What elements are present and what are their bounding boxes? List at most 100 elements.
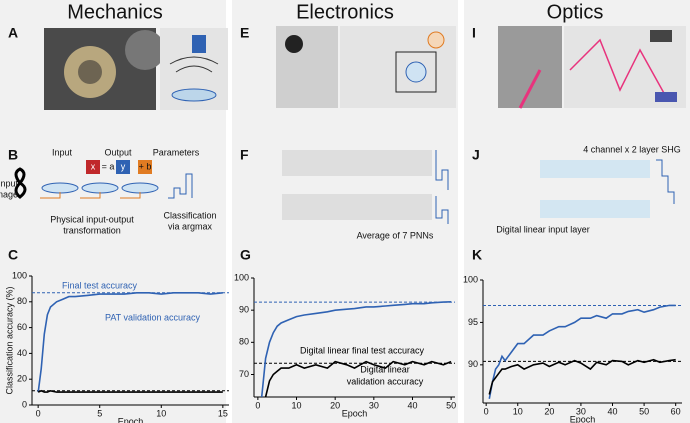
y-tick-label: 90 — [239, 305, 249, 315]
schematic-wave — [169, 56, 219, 73]
shg-row — [540, 160, 650, 178]
schematic-beam — [569, 38, 666, 96]
x-tick-label: 0 — [484, 406, 489, 416]
schematic-mic — [192, 35, 206, 53]
stages — [40, 173, 193, 199]
series-line — [488, 304, 676, 399]
column-title: Electronics — [296, 1, 394, 23]
x-axis-label: Epoch — [570, 414, 596, 423]
annotation: Digital linear — [360, 364, 410, 374]
photo-inductor — [285, 35, 303, 53]
series-line — [264, 360, 452, 398]
equation-box — [86, 160, 100, 174]
photo-speaker — [78, 60, 102, 84]
panel-letter: A — [8, 25, 18, 41]
photo-beam — [518, 69, 542, 109]
stage — [41, 182, 79, 194]
panel-letter: K — [472, 247, 482, 263]
x-tick-label: 10 — [156, 408, 166, 418]
y-tick-label: 70 — [239, 369, 249, 379]
column-title: Optics — [547, 1, 604, 23]
x-tick-label: 40 — [407, 400, 417, 410]
annotation: Digital linear final test accuracy — [300, 345, 425, 355]
x-tick-label: 60 — [671, 406, 681, 416]
y-tick-label: 100 — [12, 270, 27, 280]
label: Digital linear input layer — [496, 224, 590, 234]
annotation: Final test accuracy — [62, 280, 138, 290]
pnn-row — [282, 150, 432, 176]
x-tick-label: 10 — [513, 406, 523, 416]
photo — [276, 26, 338, 108]
schematic-laser — [650, 30, 672, 42]
y-tick-label: 95 — [468, 317, 478, 327]
schematic-plate — [171, 88, 217, 102]
schematic-circuit — [395, 51, 437, 93]
series-line — [37, 389, 223, 393]
x-tick-label: 0 — [255, 400, 260, 410]
x-tick-label: 20 — [544, 406, 554, 416]
label: Average of 7 PNNs — [357, 230, 434, 240]
x-tick-label: 5 — [97, 408, 102, 418]
series-line — [260, 301, 452, 398]
photo — [498, 26, 562, 108]
label: transformation — [63, 225, 121, 235]
shg-row — [540, 200, 650, 218]
schematic-transistor — [405, 61, 427, 83]
pnn-row — [282, 194, 432, 220]
panel-letter: G — [240, 247, 251, 263]
y-tick-label: 0 — [22, 399, 27, 409]
label: Output — [104, 147, 132, 157]
x-axis-label: Epoch — [342, 408, 368, 418]
y-tick-label: 80 — [17, 296, 27, 306]
equation-term: x — [91, 161, 96, 171]
series-line — [488, 358, 676, 395]
annotation: PAT validation accuracy — [105, 312, 201, 322]
y-tick-label: 20 — [17, 374, 27, 384]
equation-term: y — [121, 161, 126, 171]
annotation: validation accuracy — [347, 376, 424, 386]
x-tick-label: 30 — [576, 406, 586, 416]
photo-mic — [125, 30, 165, 70]
x-tick-label: 15 — [218, 408, 228, 418]
panel-letter: I — [472, 25, 476, 41]
y-tick-label: 90 — [468, 359, 478, 369]
x-tick-label: 10 — [292, 400, 302, 410]
label: Input — [52, 147, 73, 157]
x-tick-label: 50 — [639, 406, 649, 416]
panel-letter: C — [8, 247, 18, 263]
stage-link — [40, 192, 141, 199]
x-tick-label: 40 — [608, 406, 618, 416]
y-tick-label: 80 — [239, 337, 249, 347]
x-tick-label: 20 — [330, 400, 340, 410]
equation-box — [116, 160, 130, 174]
panel-letter: F — [240, 147, 249, 163]
shg-output — [656, 159, 675, 204]
panel-letter: B — [8, 147, 18, 163]
label: Input — [0, 178, 18, 188]
pnn-output — [435, 150, 449, 224]
schematic-detector — [655, 92, 677, 102]
equation-box — [138, 160, 152, 174]
schematic-source — [427, 31, 445, 49]
output-spectrum — [168, 173, 193, 199]
y-tick-label: 100 — [234, 272, 249, 282]
label: Physical input-output — [50, 214, 134, 224]
panel-letter: J — [472, 147, 480, 163]
stage — [121, 182, 159, 194]
y-tick-label: 40 — [17, 348, 27, 358]
y-tick-label: 100 — [463, 274, 478, 284]
y-tick-label: 60 — [17, 322, 27, 332]
equation-term: + b — [139, 161, 152, 171]
x-tick-label: 0 — [36, 408, 41, 418]
label: image — [0, 189, 18, 199]
series-line — [37, 292, 223, 393]
y-axis-label: Classification accuracy (%) — [4, 286, 14, 394]
equation-term: = a — [102, 161, 115, 171]
label: Classification — [163, 210, 216, 220]
stage — [81, 182, 119, 194]
column-title: Mechanics — [67, 1, 163, 23]
label: 4 channel x 2 layer SHG — [583, 144, 681, 154]
panel-letter: E — [240, 25, 249, 41]
digit-image — [14, 167, 27, 199]
